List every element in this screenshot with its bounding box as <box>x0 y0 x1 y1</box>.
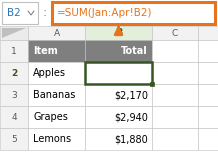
Bar <box>198 62 218 84</box>
Bar <box>198 128 218 150</box>
Text: $2,940: $2,940 <box>114 112 148 122</box>
Bar <box>85 106 152 128</box>
Text: C: C <box>172 29 178 38</box>
Text: Grapes: Grapes <box>33 112 68 122</box>
Bar <box>28 128 85 150</box>
Text: $2,170: $2,170 <box>114 90 148 100</box>
Text: Apples: Apples <box>33 68 66 78</box>
Bar <box>28 84 85 106</box>
Bar <box>28 106 85 128</box>
Bar <box>2 2 38 24</box>
Bar <box>85 128 152 150</box>
Bar <box>150 82 153 86</box>
Text: 1: 1 <box>11 46 17 55</box>
Text: $1,880: $1,880 <box>114 134 148 144</box>
Text: A: A <box>53 29 60 38</box>
Bar <box>152 128 198 150</box>
Bar <box>152 106 198 128</box>
Bar <box>0 128 28 150</box>
Bar <box>28 26 218 166</box>
Bar <box>198 26 218 40</box>
Text: $2,270: $2,270 <box>114 68 148 78</box>
Text: Total: Total <box>121 46 148 56</box>
Bar <box>0 26 28 40</box>
Text: 5: 5 <box>11 134 17 143</box>
Bar <box>198 40 218 62</box>
Bar <box>85 62 152 84</box>
Bar <box>85 26 152 40</box>
Bar <box>85 84 152 106</box>
Bar <box>28 40 85 62</box>
Bar <box>52 2 215 24</box>
Text: =SUM(Jan:Apr!B2): =SUM(Jan:Apr!B2) <box>57 8 153 18</box>
Bar <box>85 40 152 62</box>
Bar <box>0 106 28 128</box>
Text: Bananas: Bananas <box>33 90 75 100</box>
Bar <box>28 62 85 84</box>
Text: Lemons: Lemons <box>33 134 71 144</box>
Bar <box>152 84 198 106</box>
Bar <box>152 26 198 40</box>
Bar <box>198 84 218 106</box>
Bar <box>152 62 198 84</box>
Text: B: B <box>115 28 122 38</box>
Bar <box>0 40 28 62</box>
Bar <box>152 40 198 62</box>
Text: :: : <box>42 6 46 19</box>
Text: B2: B2 <box>7 8 21 18</box>
Bar <box>28 26 85 40</box>
Text: Item: Item <box>33 46 58 56</box>
Text: 2: 2 <box>11 69 17 78</box>
Text: 4: 4 <box>11 113 17 122</box>
Bar <box>0 26 218 166</box>
Text: 3: 3 <box>11 90 17 99</box>
Bar <box>198 106 218 128</box>
Bar <box>0 62 28 84</box>
Polygon shape <box>2 28 26 38</box>
Bar <box>0 84 28 106</box>
